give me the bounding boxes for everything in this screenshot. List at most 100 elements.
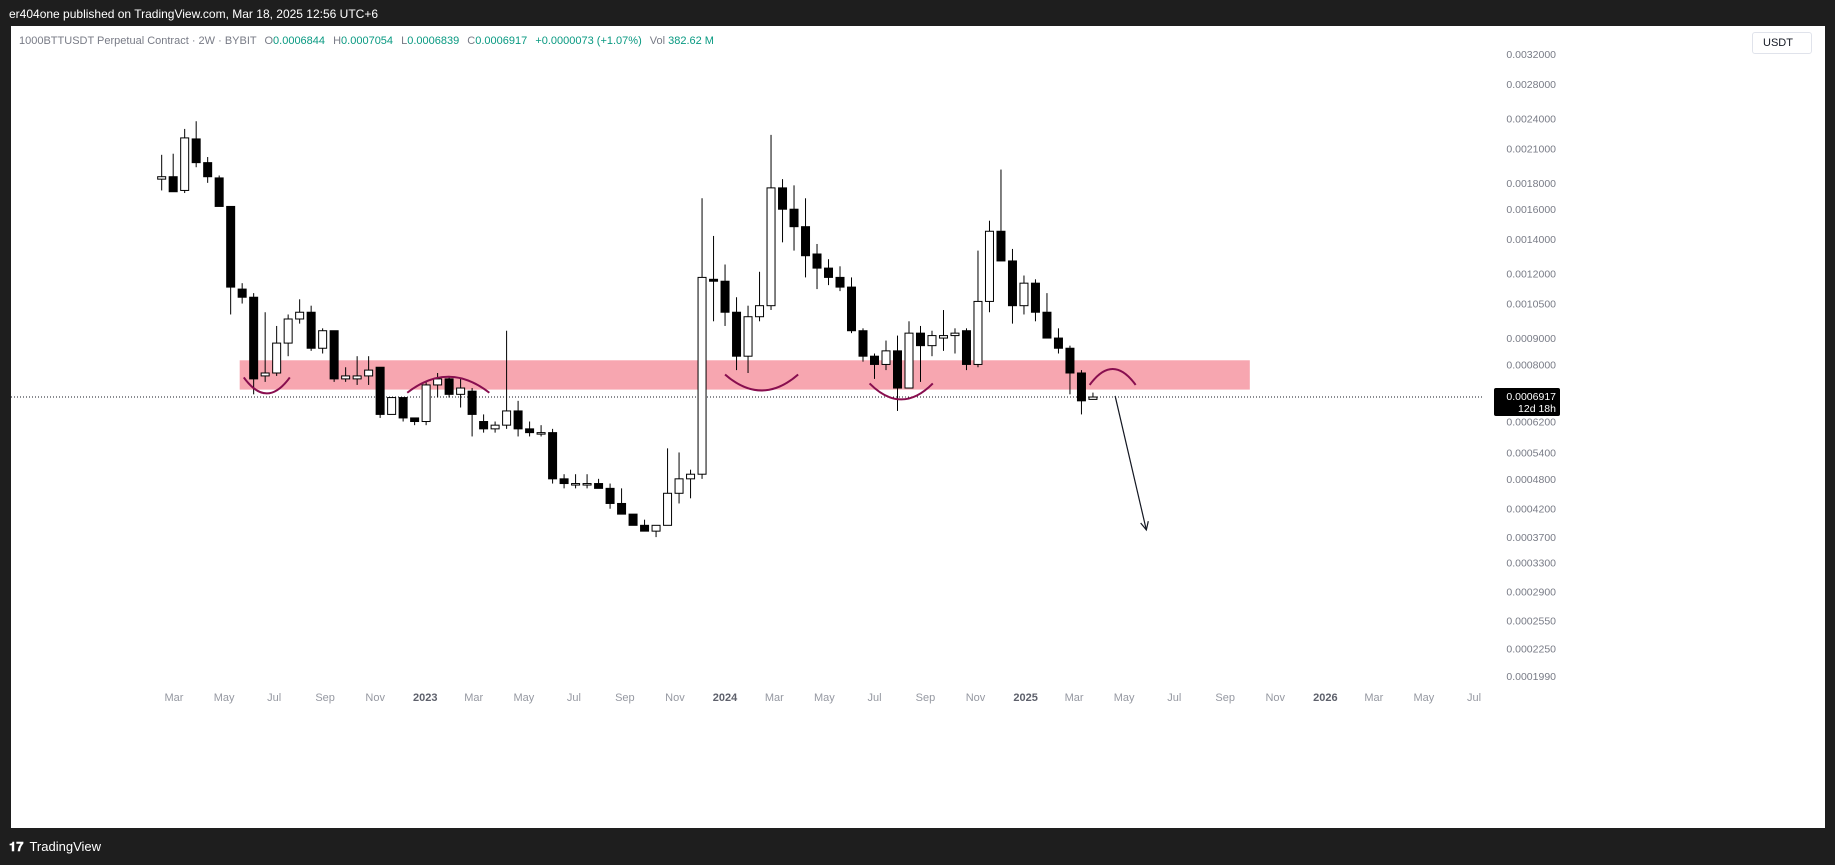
time-tick-label: Nov — [966, 692, 986, 704]
candle-body — [640, 524, 650, 532]
price-tick-label: 0.0032000 — [1506, 49, 1556, 61]
candle-body — [720, 280, 730, 313]
price-tick-label: 0.0004800 — [1506, 474, 1556, 486]
support-arc — [242, 376, 291, 395]
time-tick-label: Mar — [165, 692, 184, 704]
chart-panel[interactable]: 0.0032000 0.0028000 0.0024000 0.0021000 0.00… — [11, 26, 1825, 828]
price-tick-label: 0.0018000 — [1506, 178, 1556, 190]
close-value: 0.0006917 — [475, 35, 528, 47]
ohlc-legend: 1000BTTUSDT Perpetual Contract · 2W · BY… — [19, 35, 714, 47]
candle-body — [892, 350, 902, 389]
candle-body — [479, 421, 489, 430]
brand-name: TradingView — [29, 839, 102, 854]
time-tick-label: Sep — [615, 692, 635, 704]
candle-body — [938, 335, 948, 339]
time-tick-label: 2023 — [413, 692, 437, 704]
candle-body — [214, 177, 224, 207]
candle-body — [1042, 311, 1052, 339]
candle-body — [157, 176, 167, 180]
symbol-title[interactable]: 1000BTTUSDT Perpetual Contract · 2W · BY… — [19, 35, 257, 47]
candle-body — [387, 397, 397, 415]
current-price-value: 0.0006917 — [1506, 391, 1556, 403]
candle-body — [352, 375, 362, 380]
time-tick-label: 2025 — [1013, 692, 1037, 704]
close-label: C — [467, 35, 476, 47]
candle-body — [1076, 372, 1086, 402]
price-tick-label: 0.0002550 — [1506, 615, 1556, 627]
time-tick-label: Nov — [1265, 692, 1285, 704]
price-tick-label: 0.0024000 — [1506, 113, 1556, 125]
candle-body — [1019, 282, 1029, 307]
low-label: L — [401, 35, 408, 47]
price-axis-bg — [1482, 26, 1825, 696]
candle-body — [1065, 347, 1075, 374]
candle-body — [617, 502, 627, 515]
price-tick-label: 0.0006200 — [1506, 417, 1556, 429]
candle-body — [433, 378, 443, 386]
time-tick-label: Jul — [267, 692, 281, 704]
time-tick-label: Nov — [665, 692, 685, 704]
candle-body — [858, 330, 868, 357]
time-tick-label: Jul — [567, 692, 581, 704]
candle-body — [996, 230, 1006, 262]
price-tick-label: 0.0012000 — [1506, 269, 1556, 281]
candle-body — [502, 410, 512, 426]
candle-body — [594, 483, 604, 489]
candle-body — [203, 162, 213, 178]
price-tick-label: 0.0021000 — [1506, 143, 1556, 155]
price-tick-label: 0.0028000 — [1506, 79, 1556, 91]
candle-body — [318, 330, 328, 349]
candle-body — [306, 311, 316, 349]
price-tick-label: 0.0003700 — [1506, 532, 1556, 544]
time-tick-label: 2026 — [1313, 692, 1337, 704]
candlestick-chart[interactable]: 0.0032000 0.0028000 0.0024000 0.0021000 0.00… — [11, 26, 1825, 828]
price-tick-label: 0.0005400 — [1506, 447, 1556, 459]
candle-body — [755, 305, 765, 318]
price-tick-label: 0.0002250 — [1506, 644, 1556, 656]
candle-body — [732, 311, 742, 357]
price-tick-label: 0.0016000 — [1506, 204, 1556, 216]
candle-body — [984, 230, 994, 302]
candle-body — [191, 138, 201, 164]
currency-button[interactable]: USDT — [1752, 32, 1812, 54]
candle-body — [168, 176, 178, 193]
candle-body — [295, 311, 305, 320]
time-tick-label: Mar — [1065, 692, 1084, 704]
candle-body — [548, 432, 558, 480]
price-tick-label: 0.0004200 — [1506, 504, 1556, 516]
time-tick-label: 2024 — [713, 692, 738, 704]
candle-body — [835, 276, 845, 288]
publisher-bar: er404one published on TradingView.com, M… — [0, 0, 1835, 26]
candle-body — [709, 278, 719, 282]
candle-body — [973, 300, 983, 365]
candle-body — [582, 483, 592, 486]
candle-body — [341, 375, 351, 380]
tradingview-brand[interactable]: 𝟏𝟕 TradingView — [9, 839, 101, 855]
candle-body — [525, 428, 535, 434]
candle-body — [1088, 396, 1098, 400]
candles-group — [157, 121, 1098, 538]
candle-body — [961, 330, 971, 365]
time-tick-label: May — [1414, 692, 1435, 704]
price-tick-label: 0.0010500 — [1506, 299, 1556, 311]
low-value: 0.0006839 — [407, 35, 460, 47]
projection-arrow-head — [1140, 521, 1149, 532]
time-tick-label: Jul — [867, 692, 881, 704]
candle-body — [513, 410, 523, 430]
candle-body — [824, 267, 834, 278]
time-tick-label: Sep — [916, 692, 936, 704]
time-tick-label: Mar — [1364, 692, 1383, 704]
candle-body — [272, 342, 282, 374]
volume-label: Vol — [649, 35, 666, 47]
high-value: 0.0007054 — [341, 35, 394, 47]
time-tick-label: May — [814, 692, 835, 704]
price-tick-label: 0.0014000 — [1506, 234, 1556, 246]
candle-body — [778, 187, 788, 210]
candle-body — [915, 332, 925, 347]
time-tick-label: Mar — [765, 692, 784, 704]
candle-body — [444, 378, 454, 395]
open-label: O — [264, 35, 274, 47]
candle-body — [651, 524, 661, 532]
candle-body — [950, 332, 960, 337]
projection-arrow-line — [1114, 395, 1147, 531]
